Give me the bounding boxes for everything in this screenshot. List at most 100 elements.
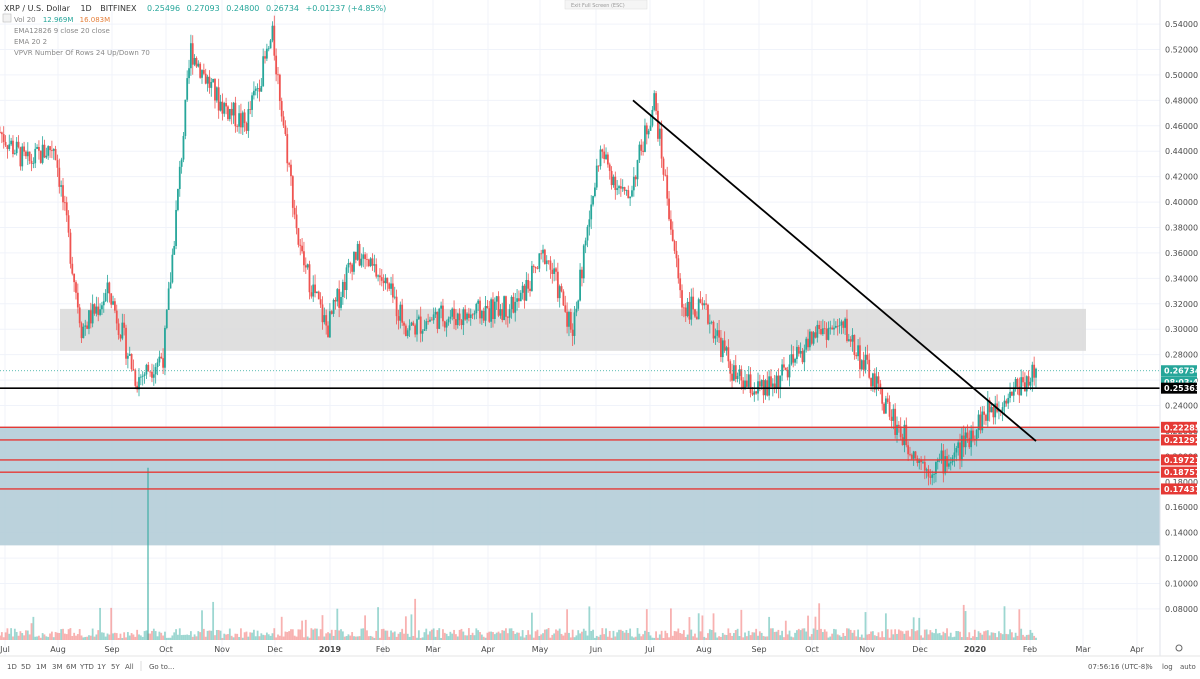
price-tag-label: 0.26734 (1164, 367, 1200, 376)
candle-body (955, 447, 958, 453)
indicator-3[interactable]: VPVR Number Of Rows 24 Up/Down 70 (14, 49, 150, 57)
candle-body (540, 253, 543, 255)
volume-bar (779, 635, 782, 640)
fullscreen-hint[interactable]: Exit Full Screen (ESC) (564, 0, 648, 10)
candle-body (354, 251, 357, 260)
volume-bar (219, 630, 222, 640)
range-6m[interactable]: 6M (66, 663, 77, 671)
volume-bar (4, 632, 7, 640)
candle-body (605, 154, 607, 160)
goto-button[interactable]: Go to... (149, 663, 175, 671)
candle-body (440, 305, 442, 309)
volume-bar (456, 636, 459, 640)
auto-toggle[interactable]: auto (1180, 663, 1196, 671)
volume-bar (603, 634, 606, 640)
candle-body (727, 347, 730, 362)
volume-bar (312, 629, 315, 640)
candle-body (810, 331, 813, 344)
volume-legend: Vol 20 12.969M 16.083M (14, 16, 110, 24)
volume-bar (230, 635, 233, 640)
volume-bar (78, 629, 81, 640)
volume-bar (380, 629, 383, 640)
candle-body (790, 354, 793, 365)
volume-bar (330, 629, 333, 640)
clock: 07:56:16 (UTC-8) (1088, 663, 1148, 671)
range-1d[interactable]: 1D (7, 663, 17, 671)
candle-body (423, 329, 426, 331)
volume-bar (278, 635, 281, 640)
candle-body (347, 263, 350, 268)
volume-bar (38, 635, 40, 640)
range-3m[interactable]: 3M (52, 663, 63, 671)
candle-body (479, 300, 481, 319)
indicator-2[interactable]: EMA 20 2 (14, 38, 47, 46)
y-tick-label: 0.52000 (1165, 46, 1198, 55)
volume-bar (992, 632, 995, 640)
candle-body (0, 132, 3, 135)
range-1y[interactable]: 1Y (97, 663, 106, 671)
volume-bar (755, 628, 758, 640)
volume-bar (189, 631, 192, 640)
candle-body (106, 282, 109, 294)
volume-bar (846, 628, 848, 640)
percent-toggle[interactable]: % (1146, 663, 1153, 671)
volume-bar (979, 632, 982, 640)
candle-body (884, 398, 887, 414)
settings-gear-icon[interactable] (1175, 644, 1183, 652)
candle-body (134, 369, 137, 386)
volume-bar (990, 632, 993, 640)
candle-body (23, 146, 25, 152)
collapse-legend-icon[interactable] (2, 13, 12, 23)
volume-bar (464, 635, 467, 640)
candle-body (480, 310, 483, 319)
volume-bar (306, 636, 309, 640)
candle-body (164, 327, 166, 368)
candle-body (154, 367, 157, 375)
candle-body (623, 187, 626, 191)
range-5y[interactable]: 5Y (111, 663, 120, 671)
y-tick-label: 0.24000 (1165, 402, 1198, 411)
volume-bar (162, 635, 164, 640)
trendline-down[interactable] (632, 99, 1037, 442)
candle-body (844, 318, 847, 328)
volume-bar (191, 636, 194, 640)
range-all[interactable]: All (125, 663, 134, 671)
volume-bar (25, 630, 27, 640)
volume-bar (653, 637, 656, 640)
candle-body (586, 226, 589, 241)
range-ytd[interactable]: YTD (79, 663, 94, 671)
price-axis[interactable]: 0.54000 0.52000 0.50000 0.48000 0.46000 0.440… (1159, 0, 1198, 656)
log-toggle[interactable]: log (1162, 663, 1173, 671)
candle-body (84, 325, 87, 327)
volume-bar (367, 636, 370, 640)
volume-bar (968, 632, 971, 640)
volume-bar (996, 637, 998, 640)
volume-bar (384, 630, 387, 640)
candle-body (121, 322, 124, 339)
candle-body (202, 70, 205, 74)
y-tick-label: 0.40000 (1165, 198, 1198, 207)
candle-body (521, 285, 524, 293)
candle-body (427, 321, 430, 323)
candle-body (986, 400, 989, 421)
candle-body (857, 345, 859, 357)
candle-body (534, 266, 537, 269)
volume-bar (673, 630, 676, 640)
candle-body (41, 144, 44, 163)
range-1m[interactable]: 1M (36, 663, 47, 671)
range-5d[interactable]: 5D (21, 663, 31, 671)
volume-bar (445, 633, 448, 640)
candle-body (846, 318, 848, 341)
candle-body (744, 380, 746, 389)
indicator-1[interactable]: EMA12826 9 close 20 close (14, 27, 110, 35)
candle-body (1011, 391, 1013, 396)
candle-body (152, 374, 155, 378)
volume-bar (506, 633, 509, 640)
volume-bar (516, 632, 518, 640)
volume-bar (523, 637, 526, 640)
volume-bar (853, 630, 856, 640)
candle-body (88, 310, 90, 329)
volume-bar (801, 628, 804, 640)
volume-bar (645, 609, 648, 640)
